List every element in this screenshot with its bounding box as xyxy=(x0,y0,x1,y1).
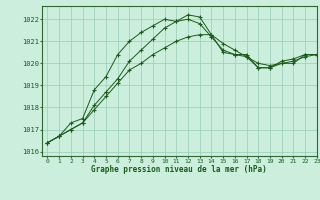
X-axis label: Graphe pression niveau de la mer (hPa): Graphe pression niveau de la mer (hPa) xyxy=(91,165,267,174)
